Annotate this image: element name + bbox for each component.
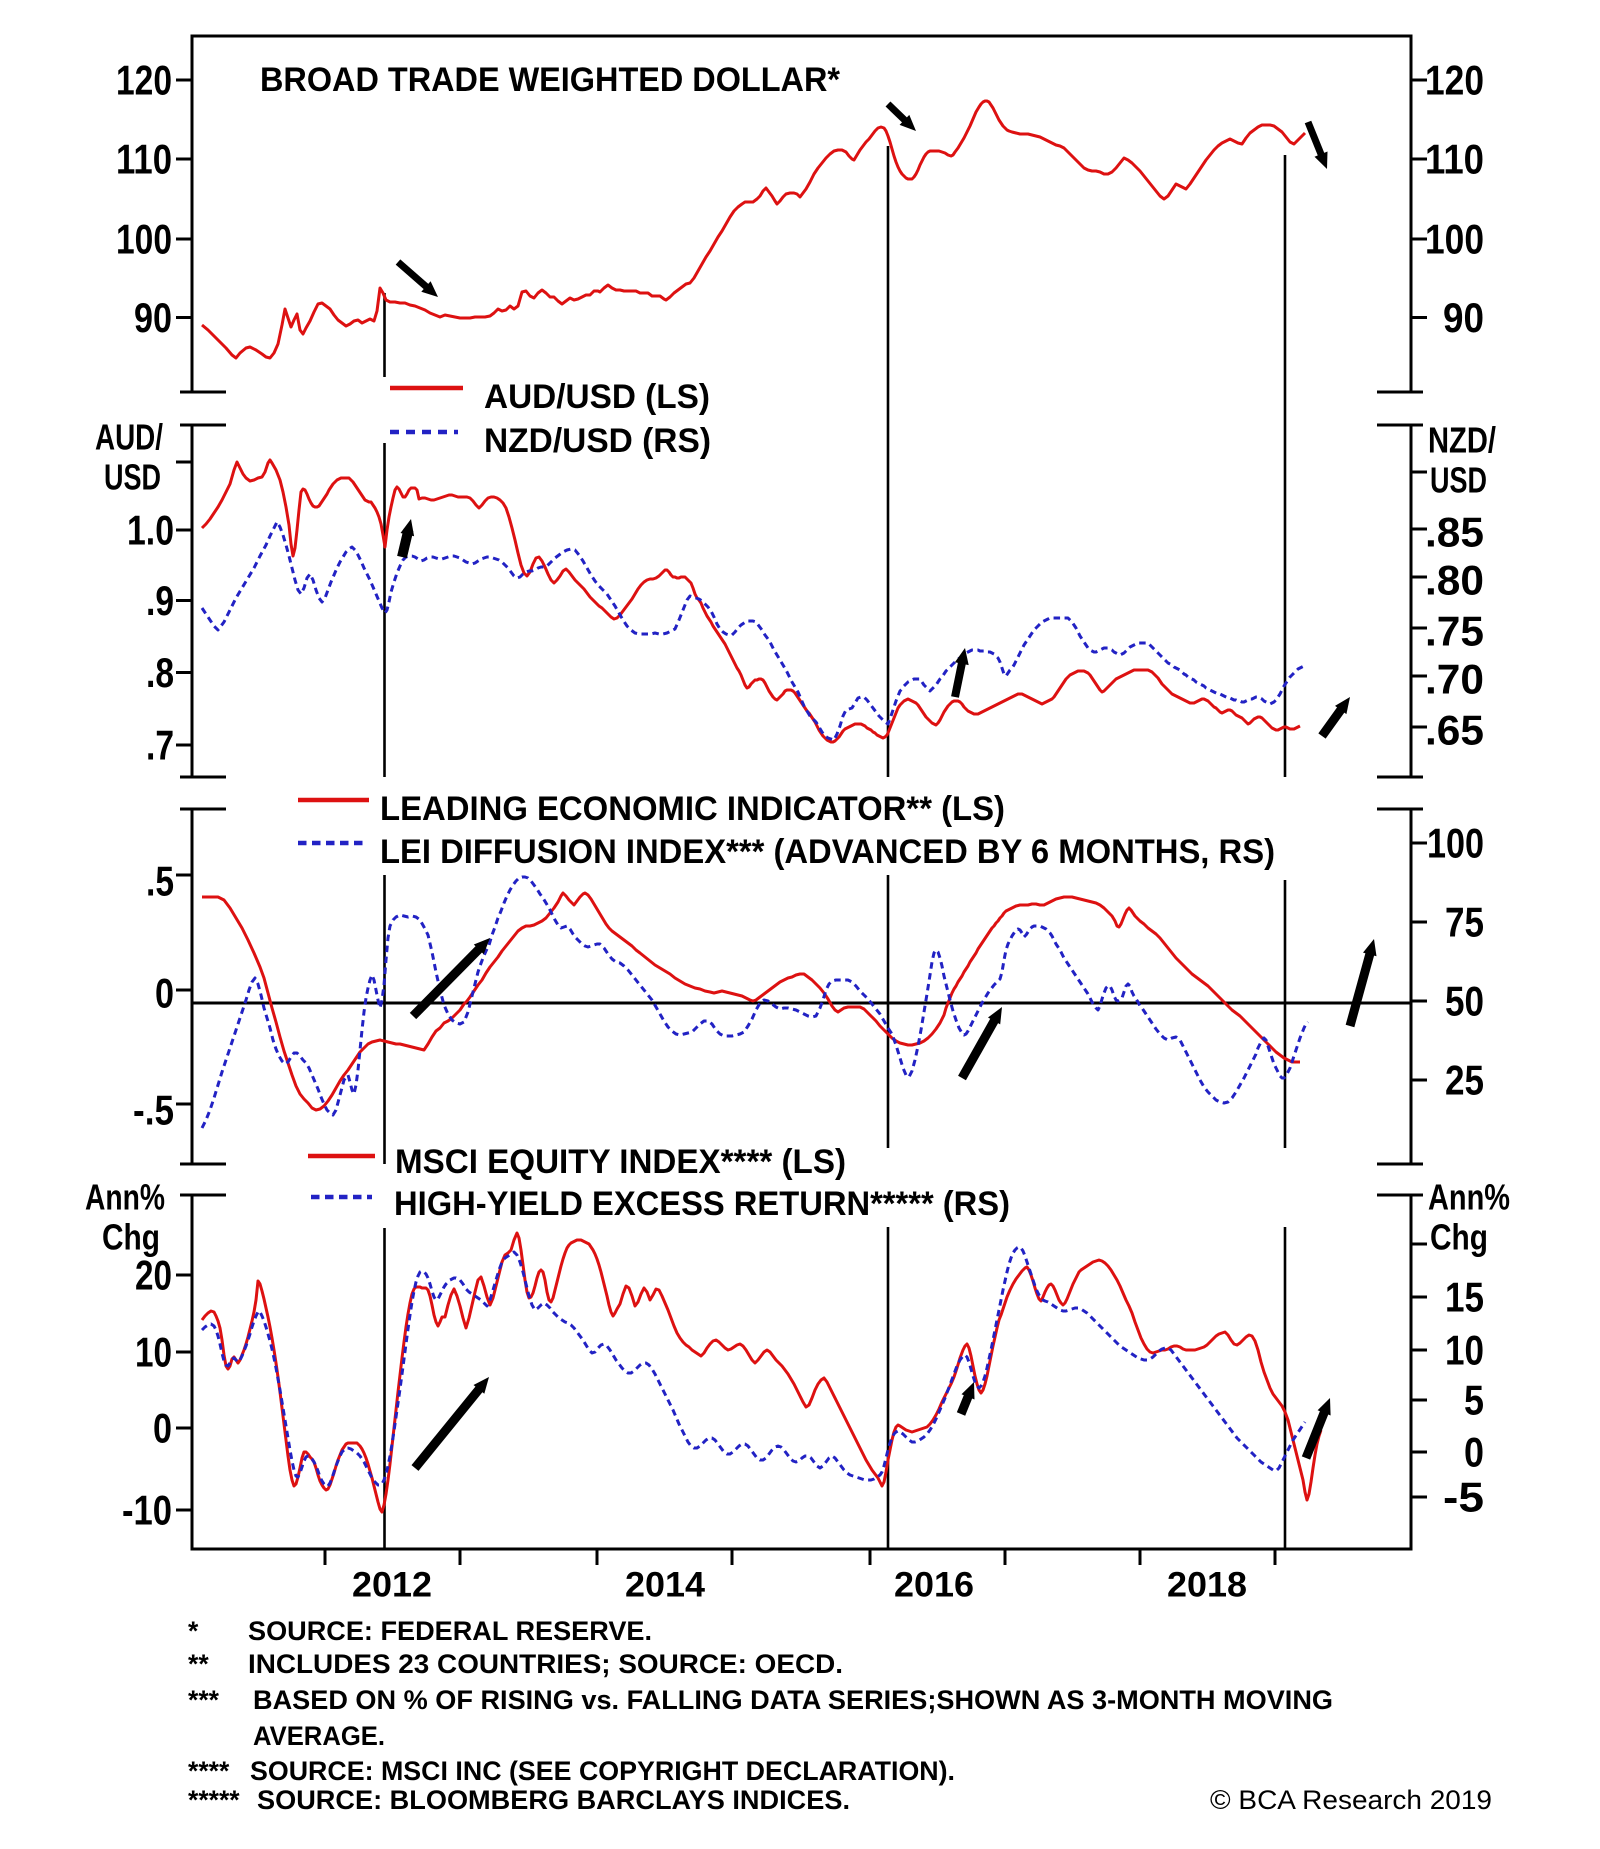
- svg-text:**: **: [188, 1649, 209, 1679]
- svg-text:SOURCE: FEDERAL RESERVE.: SOURCE: FEDERAL RESERVE.: [248, 1616, 652, 1646]
- svg-text:90: 90: [1443, 294, 1484, 341]
- svg-text:5: 5: [1464, 1377, 1484, 1424]
- svg-text:50: 50: [1445, 978, 1484, 1025]
- svg-text:10: 10: [135, 1329, 172, 1376]
- svg-text:10: 10: [1445, 1327, 1484, 1374]
- svg-text:100: 100: [1425, 216, 1484, 263]
- svg-text:Chg: Chg: [1430, 1217, 1488, 1258]
- svg-text:SOURCE: MSCI INC (SEE COPYRIGH: SOURCE: MSCI INC (SEE COPYRIGHT DECLARAT…: [250, 1756, 955, 1786]
- svg-text:.8: .8: [146, 649, 174, 696]
- svg-text:75: 75: [1445, 899, 1484, 946]
- svg-text:.80: .80: [1425, 557, 1484, 604]
- svg-text:.9: .9: [146, 577, 174, 624]
- svg-text:2016: 2016: [894, 1566, 974, 1605]
- svg-text:NZD/: NZD/: [1428, 420, 1496, 461]
- svg-text:Chg: Chg: [102, 1217, 160, 1258]
- svg-text:NZD/USD (RS): NZD/USD (RS): [484, 422, 711, 460]
- svg-text:110: 110: [116, 136, 172, 183]
- svg-text:0: 0: [155, 970, 174, 1017]
- svg-text:-10: -10: [122, 1487, 172, 1534]
- svg-text:AUD/: AUD/: [95, 417, 163, 458]
- svg-text:*****: *****: [188, 1785, 240, 1815]
- svg-text:2018: 2018: [1167, 1566, 1247, 1605]
- svg-text:***: ***: [188, 1685, 220, 1715]
- svg-text:1.0: 1.0: [127, 507, 174, 554]
- svg-text:USD: USD: [104, 457, 161, 498]
- svg-text:MSCI EQUITY INDEX**** (LS): MSCI EQUITY INDEX**** (LS): [395, 1143, 846, 1181]
- svg-text:.75: .75: [1425, 608, 1484, 655]
- svg-text:100: 100: [1427, 820, 1484, 867]
- svg-text:120: 120: [116, 57, 172, 104]
- svg-text:-5: -5: [1443, 1474, 1484, 1521]
- svg-text:0: 0: [1464, 1429, 1484, 1476]
- svg-text:Ann%: Ann%: [85, 1177, 165, 1218]
- svg-text:-.5: -.5: [133, 1087, 174, 1134]
- svg-text:120: 120: [1425, 57, 1484, 104]
- svg-text:INCLUDES 23 COUNTRIES; SOURCE:: INCLUDES 23 COUNTRIES; SOURCE: OECD.: [248, 1649, 843, 1679]
- svg-text:AVERAGE.: AVERAGE.: [253, 1721, 385, 1751]
- svg-text:20: 20: [135, 1252, 172, 1299]
- svg-text:HIGH-YIELD EXCESS RETURN*****: HIGH-YIELD EXCESS RETURN***** (RS): [394, 1185, 1010, 1223]
- svg-text:.65: .65: [1425, 707, 1484, 754]
- svg-text:.5: .5: [146, 858, 174, 905]
- svg-text:USD: USD: [1430, 460, 1487, 501]
- svg-text:110: 110: [1425, 136, 1484, 183]
- svg-text:0: 0: [153, 1405, 172, 1452]
- svg-text:.85: .85: [1425, 509, 1484, 556]
- svg-text:****: ****: [188, 1756, 230, 1786]
- svg-text:LEADING ECONOMIC INDICATOR** (: LEADING ECONOMIC INDICATOR** (LS): [380, 790, 1005, 828]
- svg-text:.7: .7: [146, 722, 174, 769]
- svg-text:BASED ON % OF RISING vs. FALLI: BASED ON % OF RISING vs. FALLING DATA SE…: [253, 1685, 1333, 1715]
- svg-text:AUD/USD (LS): AUD/USD (LS): [484, 378, 710, 416]
- svg-text:15: 15: [1445, 1274, 1484, 1321]
- svg-text:BROAD TRADE WEIGHTED DOLLAR*: BROAD TRADE WEIGHTED DOLLAR*: [260, 61, 841, 99]
- svg-text:25: 25: [1445, 1057, 1484, 1104]
- svg-text:© BCA Research 2019: © BCA Research 2019: [1210, 1785, 1492, 1815]
- svg-text:2014: 2014: [625, 1566, 706, 1605]
- svg-text:*: *: [188, 1616, 199, 1646]
- svg-text:SOURCE: BLOOMBERG BARCLAYS IND: SOURCE: BLOOMBERG BARCLAYS INDICES.: [257, 1785, 850, 1815]
- svg-text:Ann%: Ann%: [1428, 1177, 1510, 1218]
- svg-text:2012: 2012: [352, 1566, 432, 1605]
- svg-text:100: 100: [116, 216, 172, 263]
- svg-text:LEI DIFFUSION INDEX*** (ADVANC: LEI DIFFUSION INDEX*** (ADVANCED BY 6 MO…: [380, 833, 1275, 871]
- svg-text:.70: .70: [1425, 656, 1484, 703]
- svg-text:90: 90: [134, 294, 172, 341]
